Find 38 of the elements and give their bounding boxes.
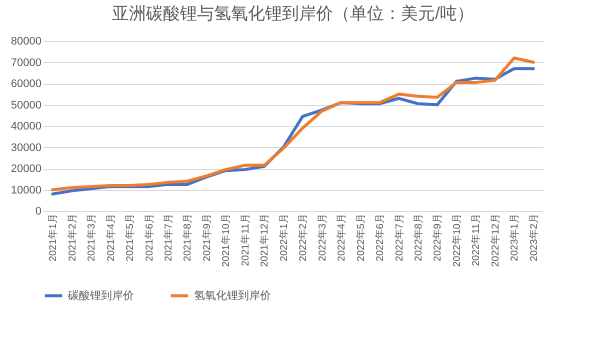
- x-tick-label: 2022年7月: [393, 214, 406, 262]
- x-tick-label: 2022年9月: [432, 214, 444, 262]
- x-tick-label: 2022年12月: [489, 214, 502, 267]
- x-tick-label: 2022年3月: [316, 214, 328, 262]
- x-tick-label: 2021年5月: [124, 214, 136, 262]
- x-tick-label: 2022年1月: [278, 214, 290, 262]
- x-tick-label: 2022年2月: [297, 214, 310, 262]
- x-tick-label: 2023年2月: [528, 214, 540, 262]
- x-tick-label: 2022年11月: [470, 214, 482, 266]
- x-tick-label: 2021年11月: [239, 214, 252, 266]
- y-tick-label: 80000: [10, 36, 42, 48]
- y-tick-label: 70000: [10, 56, 42, 69]
- y-tick-label: 0: [35, 206, 42, 218]
- x-tick-label: 2021年7月: [162, 214, 174, 262]
- legend-label: 氢氧化锂到岸价: [194, 288, 271, 302]
- x-tick-label: 2021年2月: [66, 214, 78, 262]
- x-tick-label: 2022年5月: [354, 214, 367, 262]
- x-tick-label: 2023年1月: [508, 214, 521, 262]
- legend-label: 碳酸锂到岸价: [67, 288, 134, 302]
- y-tick-label: 20000: [10, 163, 42, 175]
- x-tick-label: 2022年10月: [450, 214, 463, 267]
- chart-title: 亚洲碳酸锂与氢氧化锂到岸价（单位：美元/吨）: [112, 4, 474, 23]
- y-tick-label: 30000: [10, 142, 42, 154]
- x-tick-label: 2021年4月: [104, 214, 117, 262]
- x-tick-label: 2021年3月: [86, 214, 98, 262]
- x-tick-label: 2021年12月: [258, 214, 271, 267]
- y-tick-label: 60000: [10, 78, 42, 90]
- x-tick-label: 2021年6月: [143, 214, 156, 262]
- x-tick-label: 2022年4月: [336, 214, 348, 262]
- x-tick-label: 2021年10月: [220, 214, 232, 267]
- x-tick-label: 2021年8月: [182, 214, 194, 262]
- x-tick-label: 2022年6月: [374, 214, 386, 262]
- x-tick-label: 2022年8月: [412, 214, 424, 262]
- x-tick-label: 2021年9月: [200, 214, 213, 262]
- y-tick-label: 40000: [10, 120, 42, 132]
- y-tick-label: 50000: [10, 99, 42, 112]
- y-tick-label: 10000: [10, 184, 42, 196]
- x-tick-label: 2021年1月: [47, 214, 60, 262]
